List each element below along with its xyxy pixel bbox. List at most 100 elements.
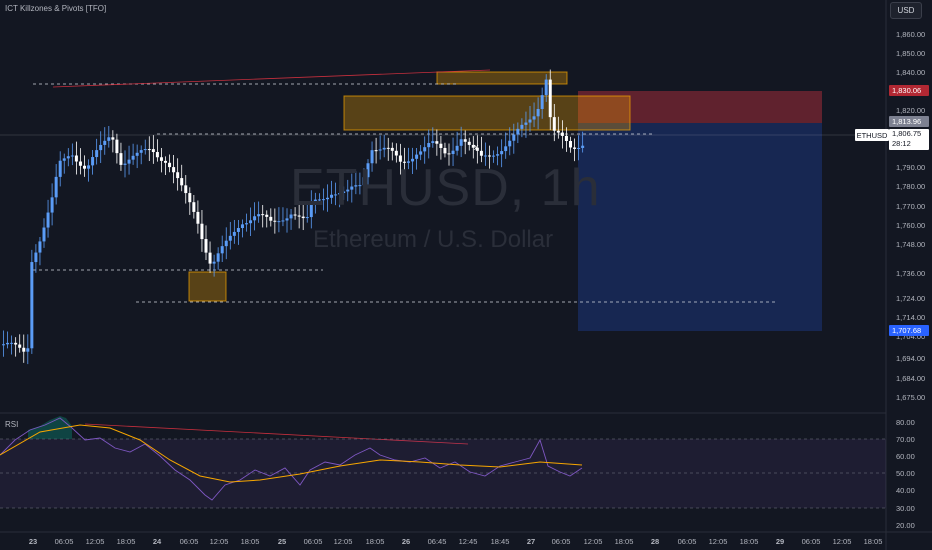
time-axis-label: 06:05: [552, 537, 571, 546]
candle-body: [143, 149, 147, 151]
candle-body: [196, 211, 200, 224]
candle-body: [62, 158, 66, 161]
candle-body: [111, 137, 115, 140]
candle-body: [334, 194, 338, 196]
candle-body: [46, 212, 50, 228]
time-axis-label: 06:05: [802, 537, 821, 546]
target-price-tag: 1,707.68: [889, 325, 929, 336]
indicator-title[interactable]: ICT Killzones & Pivots [TFO]: [5, 4, 107, 13]
candle-body: [188, 193, 192, 203]
rsi-ma-line[interactable]: [0, 424, 583, 483]
candle-body: [257, 214, 261, 217]
price-axis-label: 1,694.00: [896, 354, 925, 363]
time-axis-label: 24: [153, 537, 162, 546]
candle-body: [172, 167, 176, 173]
candle-body: [532, 116, 536, 120]
order-block-bottom[interactable]: [188, 271, 227, 302]
time-axis-label: 12:05: [334, 537, 353, 546]
time-axis-label: 23: [29, 537, 37, 546]
time-axis-label: 28: [651, 537, 659, 546]
rsi-divergence-line[interactable]: [84, 423, 469, 445]
candle-body: [22, 347, 26, 352]
candle-body: [232, 231, 236, 236]
candle-body: [548, 79, 552, 118]
candle-body: [297, 215, 301, 217]
price-axis-label: 1,760.00: [896, 221, 925, 230]
candle-body: [475, 147, 479, 151]
candle-body: [317, 199, 321, 201]
price-axis-label: 1,724.00: [896, 294, 925, 303]
rsi-axis[interactable]: 80.00 70.00 60.00 50.00 40.00 30.00 20.00: [896, 418, 915, 530]
candlestick-series[interactable]: [2, 69, 585, 365]
price-axis-label: 1,860.00: [896, 30, 925, 39]
candle-body: [504, 146, 508, 152]
candle-body: [164, 160, 167, 163]
price-axis-label: 1,748.00: [896, 240, 925, 249]
price-axis-label: 1,840.00: [896, 68, 925, 77]
candle-body: [451, 150, 455, 154]
candle-body: [419, 151, 423, 155]
rsi-axis-label: 50.00: [896, 469, 915, 478]
candle-body: [374, 150, 378, 152]
candle-body: [277, 221, 281, 223]
candle-body: [216, 253, 220, 262]
candle-body: [273, 220, 277, 222]
time-axis-label: 12:05: [210, 537, 229, 546]
candle-body: [119, 153, 123, 165]
rsi-axis-label: 40.00: [896, 486, 915, 495]
trend-line[interactable]: [52, 69, 491, 88]
time-axis-label: 06:45: [428, 537, 447, 546]
candle-body: [281, 220, 285, 222]
candle-body: [14, 342, 18, 345]
rsi-band: [0, 439, 886, 508]
candle-body: [245, 223, 248, 225]
candle-body: [378, 149, 382, 151]
rsi-line[interactable]: [0, 417, 583, 501]
rsi-label[interactable]: RSI: [5, 420, 19, 429]
candle-body: [42, 227, 46, 242]
candle-body: [58, 160, 62, 177]
candle-body: [91, 157, 95, 166]
time-axis[interactable]: 23 06:05 12:05 18:05 24 06:05 12:05 18:05 25 06:0…: [29, 537, 883, 546]
candle-body: [492, 155, 496, 157]
candle-body: [309, 201, 313, 218]
candle-body: [30, 262, 34, 349]
candle-body: [479, 150, 483, 156]
cross-marker: x: [474, 142, 479, 152]
take-profit-zone[interactable]: [578, 123, 822, 331]
time-axis-label: 25: [278, 537, 286, 546]
candle-body: [382, 147, 386, 150]
candle-body: [224, 240, 228, 247]
candle-body: [293, 214, 297, 216]
candle-body: [147, 149, 151, 151]
order-block-top[interactable]: [436, 71, 568, 85]
price-axis-label: 1,684.00: [896, 374, 925, 383]
candle-body: [471, 144, 475, 148]
candle-body: [488, 155, 491, 157]
candle-body: [390, 147, 394, 151]
candle-body: [127, 159, 131, 164]
candle-body: [463, 139, 467, 142]
rsi-axis-label: 20.00: [896, 521, 915, 530]
candle-body: [411, 158, 415, 162]
price-axis-label: 1,675.00: [896, 393, 925, 402]
time-axis-label: 18:05: [117, 537, 136, 546]
candle-body: [467, 141, 471, 145]
rsi-axis-label: 30.00: [896, 504, 915, 513]
candle-body: [520, 124, 524, 129]
time-axis-label: 06:05: [55, 537, 74, 546]
price-axis[interactable]: 1,860.00 1,850.00 1,840.00 1,820.00 1,790.00…: [896, 30, 925, 402]
stop-price-tag: 1,830.06: [889, 85, 929, 96]
time-axis-label: 12:05: [86, 537, 105, 546]
candle-body: [87, 165, 91, 169]
currency-button[interactable]: USD: [890, 2, 922, 19]
time-axis-label: 18:05: [366, 537, 385, 546]
candle-body: [155, 152, 159, 158]
candle-body: [103, 140, 107, 145]
time-axis-label: 18:05: [740, 537, 759, 546]
candle-body: [26, 348, 30, 352]
candle-body: [66, 156, 70, 159]
order-block-middle[interactable]: [343, 95, 631, 131]
candle-body: [220, 246, 224, 254]
